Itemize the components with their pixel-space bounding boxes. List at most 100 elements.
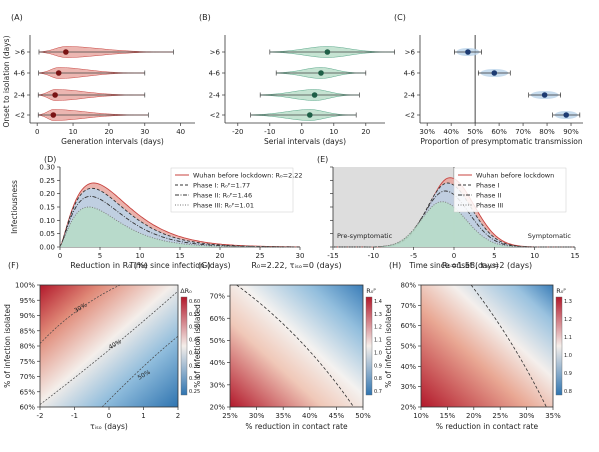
y-tick-label: 60% [19,404,35,412]
y-tick-label: <2 [15,112,25,120]
colorbar-tick-label: 0.45 [189,338,200,344]
panel-label: (F) [8,261,19,270]
y-tick-label: 30% [209,381,225,389]
x-tick-label: 0 [452,252,456,260]
y-tick-label: >6 [15,49,26,57]
x-tick-label: 0 [35,128,39,136]
mean-dot [318,70,324,76]
y-tick-label: 2-4 [404,92,416,100]
y-tick-label: 80% [19,343,35,351]
y-tick-label: 50% [209,337,225,345]
panel-label: (A) [11,13,23,22]
x-tick-label: -5 [410,252,417,260]
colorbar-title: ΔR₀ [180,287,192,295]
x-tick-label: 15 [571,252,580,260]
y-tick-label: <2 [405,112,415,120]
panel-title: R₀=1.58, τᵢₛₒ=2 (days) [442,261,532,270]
x-tick-label: 20% [466,412,482,420]
x-tick-label: 35% [545,412,561,420]
legend-label: Phase III: R₀ᴾ=1.01 [193,202,254,210]
y-tick-label: 0.10 [39,217,55,225]
y-tick-label: 70% [209,293,225,301]
y-tick-label: 65% [19,388,35,396]
x-tick-label: 60% [491,128,507,136]
y-axis-title: % of infection isolated [384,304,393,388]
colorbar-title: R₀ᴾ [366,287,376,295]
legend-label: Wuhan before lockdown: R₀=2.22 [193,172,303,180]
x-tick-label: -15 [327,252,338,260]
heatmap-field [421,285,553,407]
x-tick-label: 40% [443,128,459,136]
colorbar [555,296,563,396]
x-tick-label: -2 [37,412,44,420]
y-tick-label: 4-6 [209,70,221,78]
x-tick-label: 0 [300,128,304,136]
y-tick-label: 60% [400,322,416,330]
x-tick-label: 80% [539,128,555,136]
x-tick-label: 25% [222,412,238,420]
y-tick-label: 95% [19,297,35,305]
y-tick-label: 80% [400,282,416,290]
panel-title: R₀=2.22, τᵢₛₒ=0 (days) [251,261,341,270]
y-tick-label: 0.00 [39,244,55,252]
x-tick-label: 25 [256,252,265,260]
colorbar-tick-label: 0.35 [189,363,200,369]
series-line [59,182,300,248]
colorbar-tick-label: 0.25 [189,389,200,395]
x-tick-label: 20 [361,128,370,136]
mean-dot [541,92,548,98]
mean-dot [311,92,318,98]
series-line [59,187,300,248]
mean-dot [465,49,471,55]
panel-label: (H) [389,261,401,270]
mean-dot [307,112,313,118]
x-tick-label: 30 [296,252,305,260]
colorbar-title: R₀ᴾ [556,287,566,295]
x-tick-label: 50% [467,128,483,136]
x-tick-label: 40% [302,412,318,420]
x-tick-label: 0 [107,412,111,420]
colorbar-tick-label: 1.0 [374,350,382,356]
x-tick-label: 1 [141,412,145,420]
mean-dot [324,49,331,55]
colorbar-tick-label: 0.9 [374,363,382,369]
y-tick-label: 40% [400,363,416,371]
mean-dot [55,70,62,76]
y-tick-label: 40% [209,359,225,367]
colorbar-tick-label: 1.3 [374,312,382,318]
panel-label: (B) [199,13,211,22]
y-tick-label: 70% [19,373,35,381]
y-tick-label: 0.30 [39,164,55,172]
x-tick-label: 30% [419,128,435,136]
x-tick-label: 0 [58,252,62,260]
threshold-contour [470,284,547,408]
heatmap-frame [229,284,364,408]
y-tick-label: 0.20 [39,190,55,198]
x-tick-label: 35% [275,412,291,420]
panel-label: (C) [394,13,406,22]
colorbar-tick-label: 0.9 [564,371,572,377]
panel-a: (A) <2 2-4 4-6 >6 0 10 20 30 40 Generation interva… [2,13,195,146]
x-tick-label: 5 [492,252,496,260]
x-tick-label: 10 [69,128,78,136]
y-axis-title: Onset to isolation (days) [2,35,11,127]
series-area [333,201,575,247]
mean-dot [63,49,69,55]
colorbar-tick-label: 0.60 [189,299,200,305]
x-tick-label: 2 [176,412,180,420]
y-tick-label: 0.25 [39,177,55,185]
colorbar [365,296,373,396]
y-tick-label: 4-6 [14,70,26,78]
y-tick-label: 50% [400,343,416,351]
legend-box [170,167,294,213]
x-tick-label: 40 [176,128,185,136]
x-tick-label: 15% [440,412,456,420]
panel-e: (E) -15 -10 -5 0 5 10 15 Time since onset (days)… [317,155,579,270]
contour-line [39,290,179,405]
x-axis-title: Proportion of presymptomatic transmissio… [420,137,583,146]
colorbar-tick-label: 0.55 [189,312,200,318]
heatmap-field [230,285,363,407]
colorbar-tick-label: 1.2 [374,325,382,331]
legend-label: Phase I: R₀ᴾ=1.77 [193,182,250,190]
y-tick-label: 100% [15,282,35,290]
